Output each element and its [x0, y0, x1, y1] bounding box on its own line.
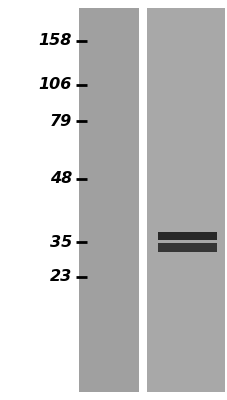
Bar — [138, 8, 146, 392]
Text: 23: 23 — [49, 269, 72, 284]
Text: 48: 48 — [49, 171, 72, 186]
Bar — [158, 232, 216, 240]
Bar — [146, 8, 224, 392]
Text: 35: 35 — [49, 235, 72, 250]
Text: 106: 106 — [38, 77, 72, 92]
Text: 79: 79 — [49, 114, 72, 129]
Bar — [158, 243, 216, 252]
Bar — [78, 8, 138, 392]
Text: 158: 158 — [38, 33, 72, 48]
